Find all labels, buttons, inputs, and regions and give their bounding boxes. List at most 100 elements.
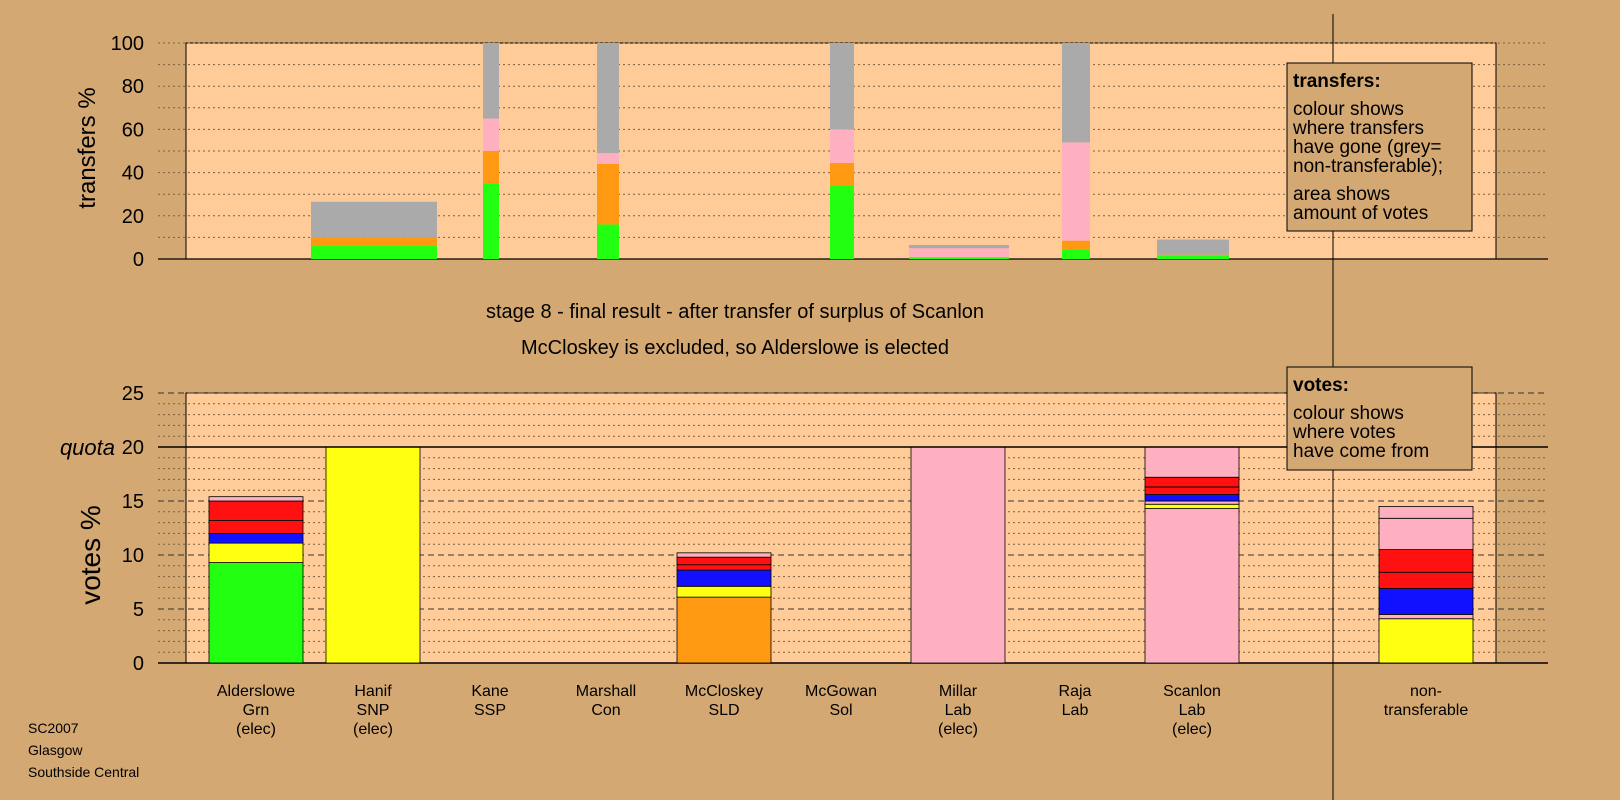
transfer-segment-mcgowan-non-transferable (830, 43, 854, 130)
candidate-label-kane: Kane (471, 683, 508, 700)
footer-line: SC2007 (28, 720, 79, 736)
transfer-segment-marshall-sld (597, 163, 619, 225)
stage-title: stage 8 - final result - after transfer … (486, 301, 984, 323)
vote-segment-millar-lab (910, 446, 1006, 664)
candidate-label-hanif: SNP (357, 702, 390, 719)
vote-segment-scanlon-ssp (1144, 486, 1240, 495)
transfer-segment-alderslowe-grn (311, 246, 437, 259)
vote-segment-mccloskey-ssp (676, 564, 772, 571)
transfer-segment-alderslowe-non-transferable (311, 201, 437, 238)
candidate-label-mcgowan: McGowan (805, 683, 877, 700)
candidate-label-millar: Lab (945, 702, 972, 719)
vote-segment-alderslowe-ssp (208, 500, 304, 521)
y-tick-label: 5 (133, 599, 144, 621)
votes-legend: votes: colour shows where votes have com… (1286, 366, 1473, 471)
candidate-label-hanif: (elec) (353, 721, 393, 738)
transfers-legend-title: transfers: (1293, 71, 1381, 92)
transfer-segment-scanlon-grn (1157, 255, 1229, 259)
candidate-label-non-transferable: transferable (1384, 702, 1469, 719)
vote-segment-hanif-snp (325, 446, 421, 664)
votes-legend-line: colour shows (1293, 403, 1404, 424)
votes-y-ticks: 0 5 10 15 20 25 (122, 383, 144, 675)
y-tick-label: 10 (122, 545, 144, 567)
votes-legend-box (1286, 366, 1473, 471)
transfer-segment-kane-grn (483, 183, 499, 259)
stage-subtitle: McCloskey is excluded, so Alderslowe is … (521, 337, 949, 359)
transfer-segment-raja-sld (1062, 240, 1090, 250)
y-tick-label: 40 (122, 163, 144, 185)
candidate-label-marshall: Con (591, 702, 620, 719)
vote-segment-mccloskey-ssp (676, 556, 772, 566)
vote-segment-alderslowe-snp (208, 542, 304, 563)
vote-segment-scanlon-ssp (1144, 476, 1240, 488)
vote-segment-mccloskey-sld (676, 596, 772, 664)
transfers-legend-box (1286, 62, 1473, 232)
votes-bars (208, 446, 1474, 664)
y-tick-label: 0 (133, 249, 144, 271)
candidate-label-non-transferable: non- (1410, 683, 1442, 700)
votes-legend-title: votes: (1293, 375, 1349, 396)
transfers-legend-line: where transfers (1292, 118, 1424, 139)
votes-y-axis-label: votes % (75, 505, 106, 605)
vote-segment-alderslowe-con (208, 533, 304, 544)
transfer-segment-millar-lab (909, 248, 1009, 257)
transfer-segment-scanlon-sld (1157, 254, 1229, 256)
candidate-label-mcgowan: Sol (829, 702, 852, 719)
transfer-segment-marshall-non-transferable (597, 43, 619, 154)
votes-legend-line: have come from (1293, 441, 1429, 462)
candidate-label-kane: SSP (474, 702, 506, 719)
transfer-segment-millar-non-transferable (909, 244, 1009, 249)
candidate-label-scanlon: Scanlon (1163, 683, 1221, 700)
transfers-chart: 0 20 40 60 80 100 transfers % (74, 33, 1548, 271)
transfers-y-ticks: 0 20 40 60 80 100 (111, 33, 144, 271)
vote-segment-non-transferable-lab (1378, 517, 1474, 551)
vote-segment-mccloskey-lab (676, 552, 772, 558)
vote-segment-non-transferable-lab (1378, 505, 1474, 519)
transfer-segment-raja-lab (1062, 142, 1090, 241)
vote-segment-alderslowe-grn (208, 562, 304, 664)
vote-segment-non-transferable-ssp (1378, 549, 1474, 573)
candidate-label-alderslowe: Alderslowe (217, 683, 295, 700)
transfers-bars (311, 43, 1229, 259)
vote-segment-non-transferable-ssp (1378, 571, 1474, 589)
vote-segment-alderslowe-ssp (208, 520, 304, 534)
transfer-segment-raja-non-transferable (1062, 43, 1090, 143)
transfer-segment-alderslowe-sld (311, 237, 437, 247)
footer-line: Glasgow (28, 742, 83, 758)
candidate-label-mccloskey: SLD (708, 702, 739, 719)
transfer-segment-raja-grn (1062, 249, 1090, 259)
votes-chart: 0 5 10 15 20 25 quota votes % Alderslowe Grn (e… (60, 383, 1548, 738)
transfer-segment-millar-sld (909, 256, 1009, 258)
vote-segment-scanlon-lab (1144, 446, 1240, 478)
candidate-label-hanif: Hanif (354, 683, 392, 700)
transfer-segment-marshall-grn (597, 224, 619, 259)
candidate-label-scanlon: (elec) (1172, 721, 1212, 738)
transfer-segment-scanlon-non-transferable (1157, 239, 1229, 255)
transfer-segment-millar-grn (909, 257, 1009, 259)
vote-segment-non-transferable-con (1378, 588, 1474, 615)
vote-segment-mccloskey-snp (676, 585, 772, 598)
candidate-label-marshall: Marshall (576, 683, 636, 700)
y-tick-label: 25 (122, 383, 144, 405)
transfer-segment-mcgowan-grn (830, 185, 854, 259)
y-tick-label: 80 (122, 76, 144, 98)
transfers-legend-line: amount of votes (1293, 203, 1428, 224)
candidate-label-scanlon: Lab (1179, 702, 1206, 719)
footer-line: Southside Central (28, 764, 139, 780)
transfers-legend-line: have gone (grey= (1293, 137, 1441, 158)
candidate-label-alderslowe: Grn (243, 702, 270, 719)
y-tick-label: 60 (122, 119, 144, 141)
transfer-segment-mcgowan-sld (830, 162, 854, 186)
candidate-label-raja: Lab (1062, 702, 1089, 719)
transfers-legend-line: area shows (1293, 184, 1390, 205)
transfer-segment-kane-lab (483, 118, 499, 151)
y-tick-label: 100 (111, 33, 144, 55)
transfers-legend-line: colour shows (1293, 99, 1404, 120)
vote-segment-scanlon-snp (1144, 503, 1240, 509)
vote-segment-scanlon-con (1144, 494, 1240, 502)
transfer-segment-mcgowan-lab (830, 129, 854, 163)
candidate-label-alderslowe: (elec) (236, 721, 276, 738)
candidate-label-millar: Millar (939, 683, 978, 700)
vote-segment-non-transferable-lab (1378, 614, 1474, 620)
